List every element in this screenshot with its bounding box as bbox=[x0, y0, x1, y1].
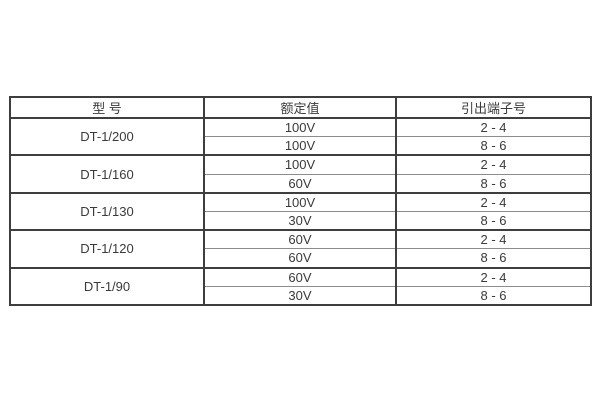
rated-cell: 60V bbox=[203, 229, 397, 249]
table-row: DT-1/200 100V 2 - 4 bbox=[9, 118, 592, 156]
table-row: 100V 8 - 6 bbox=[10, 136, 592, 156]
model-cell: DT-1/120 bbox=[9, 229, 205, 268]
rated-cell: 60V bbox=[203, 248, 397, 268]
rated-cell: 60V bbox=[203, 173, 397, 193]
terminal-cell: 2 - 4 bbox=[395, 118, 592, 137]
relay-spec-table: 型 号 额定值 引出端子号 DT-1/200 100V 2 - 4 100V 8… bbox=[9, 96, 592, 306]
rated-cell: 30V bbox=[203, 285, 397, 305]
terminal-cell: 2 - 4 bbox=[395, 154, 592, 175]
table-row: 30V 8 - 6 bbox=[10, 285, 592, 305]
terminal-cell: 8 - 6 bbox=[395, 248, 592, 268]
model-cell: DT-1/90 bbox=[9, 266, 205, 305]
rated-cell: 100V bbox=[203, 154, 397, 175]
col-header-model: 型 号 bbox=[9, 97, 205, 119]
rated-cell: 100V bbox=[203, 118, 397, 137]
model-cell: DT-1/200 bbox=[9, 118, 205, 156]
table-row: 60V 8 - 6 bbox=[10, 173, 592, 193]
terminal-cell: 8 - 6 bbox=[395, 136, 592, 156]
terminal-cell: 8 - 6 bbox=[395, 285, 592, 305]
terminal-cell: 2 - 4 bbox=[395, 229, 592, 249]
terminal-cell: 8 - 6 bbox=[395, 173, 592, 193]
terminal-cell: 2 - 4 bbox=[395, 266, 592, 287]
rated-cell: 100V bbox=[203, 136, 397, 156]
col-header-rated-value: 额定值 bbox=[203, 97, 397, 119]
col-header-terminal-number: 引出端子号 bbox=[395, 97, 592, 119]
rated-cell: 60V bbox=[203, 266, 397, 287]
terminal-cell: 2 - 4 bbox=[395, 191, 592, 212]
header-row: 型 号 额定值 引出端子号 bbox=[9, 97, 592, 119]
table-row: DT-1/160 100V 2 - 4 bbox=[9, 154, 592, 193]
table-row: 30V 8 - 6 bbox=[10, 210, 592, 231]
model-cell: DT-1/160 bbox=[9, 154, 205, 193]
table-row: DT-1/120 60V 2 - 4 bbox=[9, 229, 592, 268]
table-row: DT-1/90 60V 2 - 4 bbox=[9, 266, 592, 305]
model-cell: DT-1/130 bbox=[9, 191, 205, 231]
rated-cell: 100V bbox=[203, 191, 397, 212]
rated-cell: 30V bbox=[203, 210, 397, 231]
table-row: 60V 8 - 6 bbox=[10, 248, 592, 268]
table-row: DT-1/130 100V 2 - 4 bbox=[9, 191, 592, 231]
terminal-cell: 8 - 6 bbox=[395, 210, 592, 231]
